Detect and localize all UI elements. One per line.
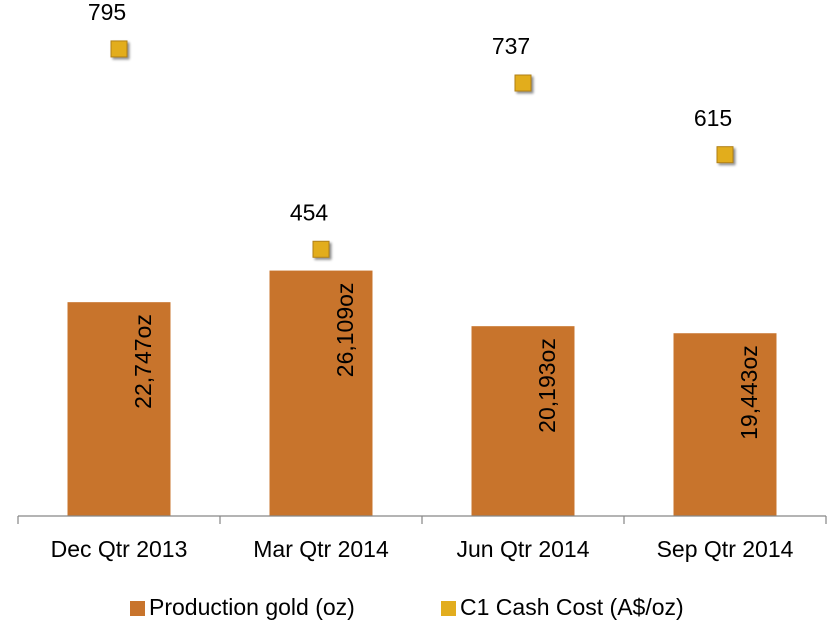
marker xyxy=(514,74,532,92)
bar xyxy=(67,302,171,516)
x-tick-label: Mar Qtr 2014 xyxy=(253,536,389,562)
data-label: 20,193oz xyxy=(534,338,560,433)
data-label: 26,109oz xyxy=(332,283,358,378)
x-tick-label: Jun Qtr 2014 xyxy=(457,536,590,562)
marker xyxy=(716,146,734,164)
data-label: 454 xyxy=(290,199,329,225)
data-label: 19,443oz xyxy=(736,345,762,440)
x-tick-label: Dec Qtr 2013 xyxy=(51,536,188,562)
bar xyxy=(471,326,575,516)
data-label: 737 xyxy=(492,33,530,59)
bar xyxy=(269,270,373,516)
legend-swatch xyxy=(441,601,456,616)
data-label: 615 xyxy=(694,105,732,131)
x-tick-label: Sep Qtr 2014 xyxy=(657,536,794,562)
data-label: 22,747oz xyxy=(130,314,156,409)
legend-swatch xyxy=(130,601,145,616)
bar xyxy=(673,333,777,516)
legend-label: C1 Cash Cost (A$/oz) xyxy=(460,594,684,620)
marker xyxy=(312,240,330,258)
marker xyxy=(110,40,128,58)
legend-label: Production gold (oz) xyxy=(149,594,355,620)
data-label: 795 xyxy=(88,0,126,25)
